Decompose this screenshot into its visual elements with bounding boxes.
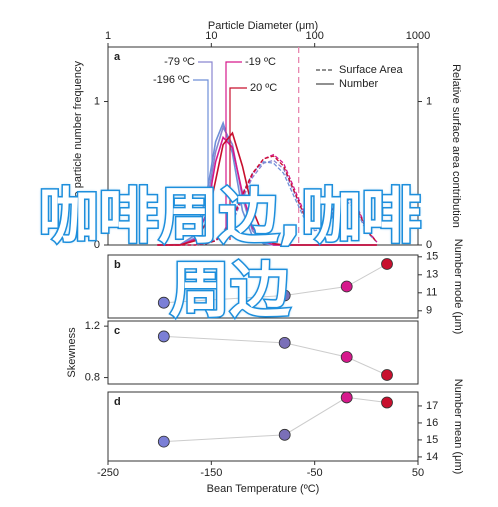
y2-tick-label: 1 [426,95,432,107]
x-tick-label: -150 [200,467,222,479]
legend-label: Number [339,78,378,90]
x-tick-label: 1 [105,30,111,42]
y-tick-label: 0.8 [85,371,100,383]
y-tick-label: 15 [426,251,438,263]
y2-axis-title: Relative surface area contribution [450,64,462,228]
x-tick-label: -50 [307,467,323,479]
label-leader [229,87,247,240]
panel-label: b [114,259,121,271]
y-axis-title: Number mean (μm) [452,379,464,475]
y-tick-label: 13 [426,269,438,281]
data-point [381,396,393,409]
y-tick-label: 16 [426,417,438,429]
series-label: -79 ºC [164,56,195,68]
data-point [340,391,353,404]
y-tick-label: 17 [426,400,438,412]
legend-label: Surface Area [339,64,403,76]
panel-label: d [114,396,121,408]
label-leader [225,61,242,240]
series-label: 20 ºC [250,82,277,94]
surface-curve [157,153,378,246]
y-tick-label: 1 [94,95,100,107]
y-tick-label: 15 [426,434,438,446]
trend-line [163,335,388,376]
series-label: -19 ºC [245,56,276,68]
y-axis-title: Relative particle number frequency [72,61,84,231]
data-point [381,369,393,381]
y-tick-label: 9 [426,305,432,317]
data-point [381,258,393,270]
x-axis-title: Bean Temperature (ºC) [207,483,320,495]
trend-line [163,263,388,304]
y-tick-label: 11 [426,287,437,299]
surface-curve [157,155,378,246]
data-point [157,435,170,448]
panel-frame [107,46,419,246]
y2-tick-label: 0 [426,239,432,251]
trend-line [163,396,388,443]
y-tick-label: 14 [426,451,438,463]
data-point [340,351,353,363]
panel-frame [107,254,419,319]
data-point [278,428,291,441]
panel-frame [107,391,419,462]
y-axis-title: Skewness [66,327,78,378]
series-label: -196 ºC [153,74,190,86]
data-point [340,280,353,293]
top-axis-title: Particle Diameter (μm) [208,20,318,32]
panel-frame [107,320,419,385]
y-axis-title: Number mode (μm) [452,239,464,335]
number-curve [157,131,377,246]
x-tick-label: 10 [205,30,217,42]
label-leader [193,79,209,240]
data-point [278,289,291,302]
surface-curve [157,161,378,246]
x-tick-label: 50 [412,467,424,479]
data-point [157,330,170,343]
data-point [278,336,291,349]
panel-label: a [114,51,121,63]
data-point [157,296,170,309]
surface-curve [157,159,378,246]
panel-label: c [114,325,120,337]
x-tick-label: -250 [97,467,119,479]
y-tick-label: 0 [94,239,100,251]
x-tick-label: 100 [305,30,323,42]
overlay-text: 咖啡周边,咖啡周边 [37,181,423,328]
y-tick-label: 1.2 [85,320,100,332]
x-tick-label: 1000 [406,30,430,42]
